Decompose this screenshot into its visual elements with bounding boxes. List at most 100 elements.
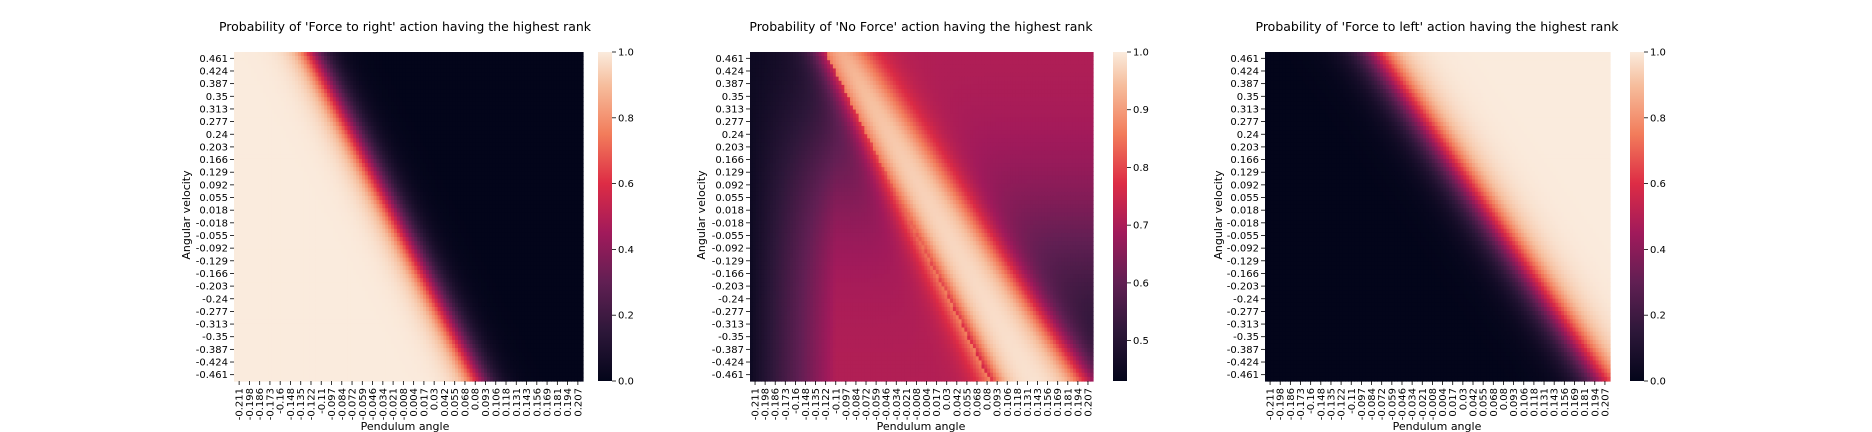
heatmap-cell bbox=[257, 56, 261, 61]
heatmap-cell bbox=[495, 109, 500, 115]
heatmap-cell bbox=[530, 84, 535, 90]
heatmap-cell bbox=[475, 109, 479, 115]
heatmap-cell bbox=[332, 60, 337, 65]
heatmap-cell bbox=[536, 109, 540, 115]
heatmap-cell bbox=[437, 97, 442, 102]
heatmap-cell bbox=[553, 105, 558, 111]
heatmap-cell bbox=[263, 56, 267, 61]
heatmap-cell bbox=[248, 97, 253, 102]
heatmap-cell bbox=[551, 105, 555, 111]
heatmap-cell bbox=[335, 64, 340, 70]
heatmap-cell bbox=[545, 68, 549, 74]
heatmap-cell bbox=[364, 80, 369, 86]
heatmap-cell bbox=[356, 68, 360, 74]
heatmap-cell bbox=[475, 76, 479, 82]
heatmap-cell bbox=[437, 89, 442, 94]
heatmap-cell bbox=[542, 56, 546, 61]
heatmap-cell bbox=[533, 93, 538, 98]
heatmap-cell bbox=[440, 76, 444, 82]
heatmap-cell bbox=[423, 93, 427, 98]
heatmap-cell bbox=[521, 105, 526, 111]
heatmap-cell bbox=[446, 80, 450, 86]
heatmap-cell bbox=[254, 84, 258, 90]
heatmap-cell bbox=[507, 105, 511, 111]
heatmap-cell bbox=[498, 60, 503, 65]
heatmap-cell bbox=[498, 80, 503, 86]
heatmap-cell bbox=[551, 52, 555, 57]
heatmap-cell bbox=[420, 89, 424, 94]
heatmap-cell bbox=[289, 89, 293, 94]
heatmap-cell bbox=[507, 101, 511, 107]
heatmap-cell bbox=[408, 64, 413, 70]
heatmap-cell bbox=[260, 52, 264, 57]
heatmap-cell bbox=[359, 76, 363, 82]
heatmap-cell bbox=[242, 60, 247, 65]
heatmap-cell bbox=[536, 84, 540, 90]
heatmap-cell bbox=[434, 72, 439, 78]
heatmap-cell bbox=[460, 64, 465, 70]
heatmap-cell bbox=[580, 126, 584, 131]
heatmap-cell bbox=[452, 72, 456, 78]
heatmap-cell bbox=[446, 56, 450, 61]
heatmap-cell bbox=[571, 105, 575, 111]
heatmap-cell bbox=[551, 80, 555, 86]
heatmap-cell bbox=[399, 60, 404, 65]
heatmap-cell bbox=[516, 60, 520, 65]
heatmap-cell bbox=[533, 80, 538, 86]
heatmap-cell bbox=[565, 80, 570, 86]
heatmap-cell bbox=[327, 101, 331, 107]
heatmap-cell bbox=[289, 93, 293, 98]
heatmap-cell bbox=[484, 52, 488, 57]
heatmap-cell bbox=[527, 56, 532, 61]
heatmap-cell bbox=[289, 84, 293, 90]
heatmap-cell bbox=[335, 105, 340, 111]
heatmap-cell bbox=[428, 84, 433, 90]
heatmap-cell bbox=[411, 93, 415, 98]
heatmap-cell bbox=[423, 105, 427, 111]
heatmap-cell bbox=[309, 72, 314, 78]
heatmap-cell bbox=[481, 89, 485, 94]
heatmap-cell bbox=[460, 109, 465, 115]
heatmap-cell bbox=[571, 89, 575, 94]
heatmap-cell bbox=[402, 56, 407, 61]
heatmap-cell bbox=[393, 56, 398, 61]
heatmap-cell bbox=[457, 72, 462, 78]
heatmap-cell bbox=[556, 76, 561, 82]
heatmap-cell bbox=[580, 113, 584, 119]
heatmap-cell bbox=[428, 89, 433, 94]
heatmap-cell bbox=[431, 101, 436, 107]
heatmap-cell bbox=[556, 89, 561, 94]
heatmap-cell bbox=[495, 72, 500, 78]
heatmap-cell bbox=[542, 68, 546, 74]
heatmap-cell bbox=[367, 97, 372, 102]
heatmap-cell bbox=[396, 52, 401, 57]
heatmap-cell bbox=[295, 80, 299, 86]
heatmap-cell bbox=[289, 113, 293, 119]
heatmap-cell bbox=[242, 56, 247, 61]
heatmap-cell bbox=[324, 101, 328, 107]
heatmap-cell bbox=[379, 52, 383, 57]
heatmap-cell bbox=[242, 76, 247, 82]
heatmap-cell bbox=[466, 80, 471, 86]
heatmap-cell bbox=[580, 84, 584, 90]
heatmap-cell bbox=[234, 113, 238, 119]
heatmap-cell bbox=[501, 52, 506, 57]
heatmap-cell bbox=[420, 84, 424, 90]
heatmap-cell bbox=[478, 89, 482, 94]
heatmap-cell bbox=[338, 68, 343, 74]
heatmap-cell bbox=[472, 101, 476, 107]
heatmap-cell bbox=[318, 109, 322, 115]
heatmap-cell bbox=[353, 101, 357, 107]
heatmap-cell bbox=[347, 68, 351, 74]
heatmap-cell bbox=[492, 105, 497, 111]
heatmap-cell bbox=[274, 52, 279, 57]
heatmap-cell bbox=[263, 84, 267, 90]
heatmap-cell bbox=[393, 89, 398, 94]
heatmap-cell bbox=[510, 68, 514, 74]
heatmap-cell bbox=[234, 109, 238, 115]
heatmap-cell bbox=[580, 93, 584, 98]
heatmap-cell bbox=[539, 76, 543, 82]
heatmap-cell bbox=[472, 80, 476, 86]
heatmap-cell bbox=[367, 64, 372, 70]
heatmap-cell bbox=[260, 109, 264, 115]
